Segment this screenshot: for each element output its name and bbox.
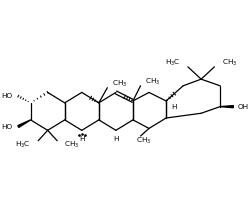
- Text: CH$_3$: CH$_3$: [145, 77, 160, 87]
- Text: CH$_3$: CH$_3$: [222, 58, 237, 68]
- Text: CH$_3$: CH$_3$: [136, 136, 151, 146]
- Text: H: H: [171, 104, 176, 110]
- Text: CH$_3$: CH$_3$: [112, 79, 128, 89]
- Text: H: H: [113, 136, 119, 142]
- Text: OH: OH: [238, 104, 249, 110]
- Text: H$_3$C: H$_3$C: [165, 58, 180, 68]
- Text: HO: HO: [2, 93, 13, 99]
- Text: H: H: [79, 136, 84, 142]
- Text: H$_3$C: H$_3$C: [15, 139, 30, 150]
- Polygon shape: [220, 106, 233, 108]
- Text: HO: HO: [2, 124, 13, 130]
- Polygon shape: [18, 120, 30, 127]
- Text: CH$_3$: CH$_3$: [64, 139, 79, 150]
